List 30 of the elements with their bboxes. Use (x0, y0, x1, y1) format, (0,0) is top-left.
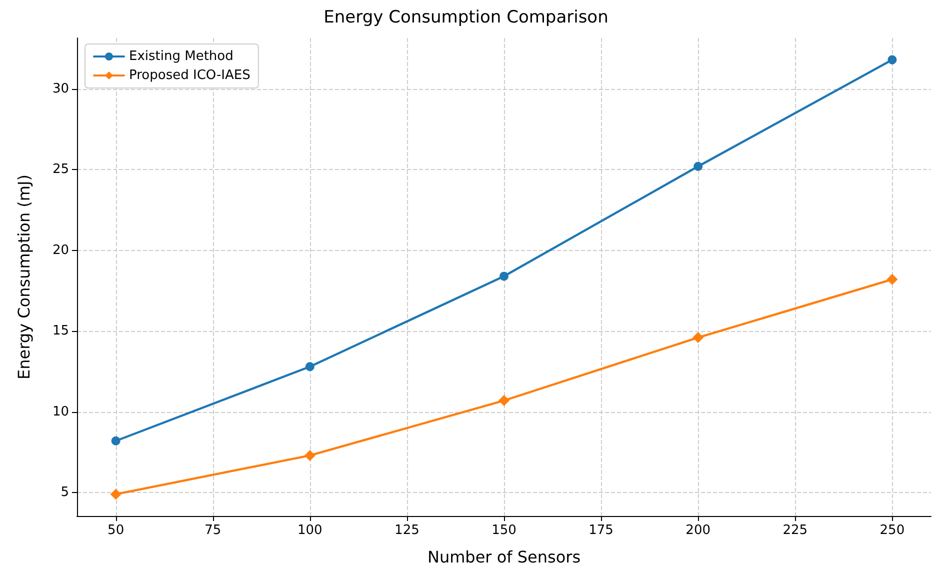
point (692, 332, 704, 344)
y-tick-label: 10 (52, 404, 69, 420)
x-tick-label: 175 (588, 523, 614, 538)
point (886, 274, 898, 285)
x-tick-label: 200 (686, 523, 711, 538)
y-tick-label: 30 (52, 81, 69, 96)
chart-title: Energy Consumption Comparison (324, 8, 608, 28)
x-tick-label: 100 (297, 523, 322, 538)
point (498, 395, 510, 406)
x-tick-label: 225 (782, 523, 808, 538)
x-tick-label: 250 (880, 523, 905, 538)
point (111, 436, 120, 446)
y-axis-title: Energy Consumption (mJ) (14, 174, 34, 380)
x-tick-label: 150 (492, 523, 516, 538)
legend-label: Existing Method (129, 49, 234, 64)
x-tick-label: 125 (394, 523, 420, 538)
point (110, 488, 122, 500)
x-axis-title: Number of Sensors (427, 548, 581, 566)
y-tick-label: 15 (52, 324, 69, 339)
point (304, 450, 316, 461)
y-tick-label: 20 (52, 242, 69, 258)
y-tick-label: 5 (60, 485, 69, 500)
y-tick-label: 25 (52, 162, 69, 178)
point (694, 162, 703, 171)
legend-label: Proposed ICO-IAES (129, 68, 250, 83)
point (305, 362, 314, 372)
point (888, 55, 897, 64)
x-tick-label: 50 (108, 523, 124, 538)
point (500, 272, 508, 281)
x-tick-label: 75 (204, 523, 222, 538)
